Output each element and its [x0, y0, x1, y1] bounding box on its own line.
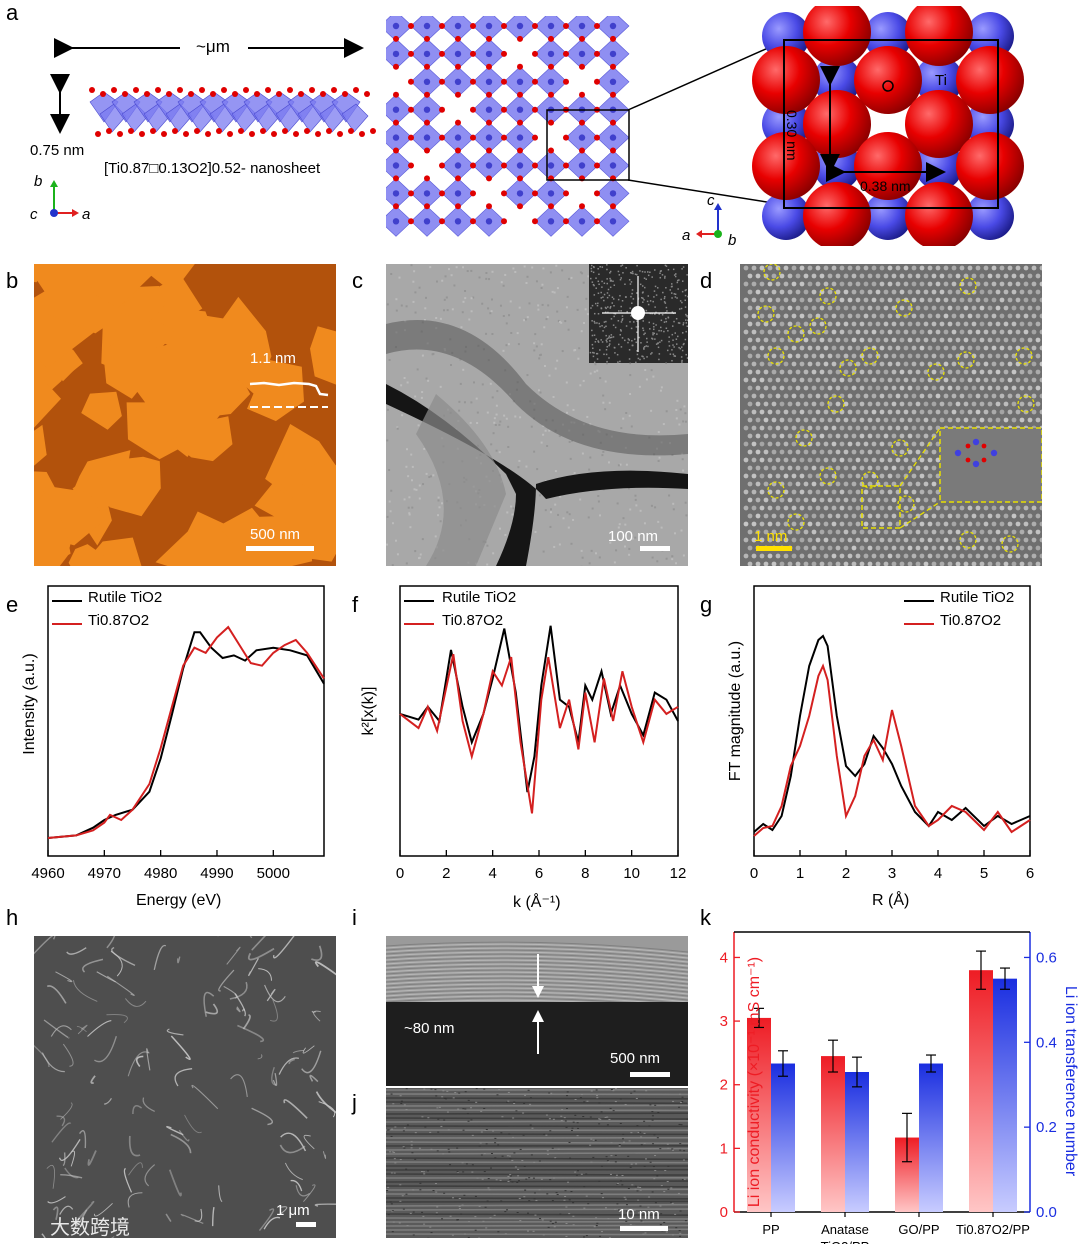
svg-text:1: 1 [796, 865, 804, 882]
svg-text:6: 6 [535, 865, 543, 882]
axis-c-label-right: c [707, 192, 715, 209]
svg-text:3: 3 [888, 865, 896, 882]
legend-e-ti087: Ti0.87O2 [88, 612, 150, 629]
space-filling-zoom [752, 6, 1024, 246]
svg-text:4: 4 [720, 949, 728, 966]
zoom-box [546, 109, 630, 181]
scale-bar-label-c: 100 nm [608, 528, 659, 545]
svg-text:4970: 4970 [88, 865, 121, 882]
axis-a-label-left: a [82, 206, 91, 223]
panel-label-d: d [700, 268, 713, 293]
panel-j-lattice-image: 10 nm [386, 1088, 688, 1238]
svg-text:4960: 4960 [31, 865, 64, 882]
svg-text:2: 2 [720, 1077, 728, 1094]
scale-bar-label-d: 1 nm [754, 528, 788, 545]
svg-text:0.6: 0.6 [1036, 949, 1057, 966]
panel-b-afm-image: 1.1 nm 500 nm [34, 264, 336, 566]
svg-text:5000: 5000 [257, 865, 290, 882]
legend-f-ti087: Ti0.87O2 [442, 612, 504, 629]
panel-c-tem-image: 100 nm [386, 264, 688, 566]
distance-vertical-label: 0.30 nm [784, 110, 800, 161]
svg-text:0.4: 0.4 [1036, 1034, 1057, 1051]
panel-label-k: k [700, 905, 711, 930]
svg-text:4: 4 [934, 865, 942, 882]
svg-text:12: 12 [670, 865, 687, 882]
svg-text:0.2: 0.2 [1036, 1119, 1057, 1136]
svg-text:4980: 4980 [144, 865, 177, 882]
svg-text:Anatase: Anatase [821, 1222, 869, 1237]
ylabel-g: FT magnitude (a.u.) [727, 640, 744, 782]
panel-label-a: a [6, 0, 19, 25]
ylabel-f: k²[x(k)] [360, 686, 377, 736]
panel-i-cross-section-image: ~80 nm 500 nm [386, 936, 688, 1086]
legend-g-rutile: Rutile TiO2 [940, 589, 1015, 606]
legend-g-ti087: Ti0.87O2 [940, 612, 1002, 629]
svg-text:0: 0 [720, 1204, 728, 1221]
svg-text:0: 0 [396, 865, 404, 882]
svg-text:Ti0.87O2/PP: Ti0.87O2/PP [956, 1222, 1030, 1237]
panel-h-sem-image: 1 μm [34, 936, 336, 1238]
svg-text:2: 2 [442, 865, 450, 882]
ylabel-e: Intensity (a.u.) [21, 653, 38, 755]
watermark: 大数跨境 [50, 1217, 130, 1239]
svg-text:0: 0 [750, 865, 758, 882]
svg-text:5: 5 [980, 865, 988, 882]
legend-f-rutile: Rutile TiO2 [442, 589, 517, 606]
length-label: ~μm [196, 37, 230, 56]
svg-text:GO/PP: GO/PP [898, 1222, 939, 1237]
ylabel-k-left: Li ion conductivity (×10⁻¹ mS cm⁻¹) [746, 956, 763, 1208]
svg-text:10: 10 [623, 865, 640, 882]
thickness-label: 0.75 nm [30, 142, 85, 159]
xas-charts: 4960 4970 4980 4990 5000 0 2 4 6 8 10 12 0 1 2 3 4 5 6 [31, 585, 1034, 882]
scale-bar-label-h: 1 μm [276, 1202, 310, 1219]
film-thickness-label: ~80 nm [404, 1020, 455, 1037]
scale-bar-label-i: 500 nm [610, 1050, 661, 1067]
axis-b-label-left: b [34, 173, 43, 190]
zoom-connectors [627, 39, 787, 206]
panel-label-b: b [6, 268, 19, 293]
panel-label-j: j [352, 1090, 357, 1115]
legend-e-rutile: Rutile TiO2 [88, 589, 163, 606]
xlabel-f: k (Å⁻¹) [513, 894, 561, 911]
panel-label-g: g [700, 592, 713, 617]
svg-text:1: 1 [720, 1140, 728, 1157]
panel-label-c: c [352, 268, 363, 293]
panel-label-i: i [352, 905, 357, 930]
panel-label-f: f [352, 592, 359, 617]
axis-tripod-right [696, 203, 722, 238]
formula-label: [Ti0.87□0.13O2]0.52- nanosheet [104, 160, 321, 177]
xlabel-g: R (Å) [872, 892, 910, 909]
distance-horizontal-label: 0.38 nm [860, 178, 911, 194]
svg-text:3: 3 [720, 1013, 728, 1030]
xlabel-e: Energy (eV) [136, 892, 222, 909]
svg-text:TiO2/PP: TiO2/PP [821, 1239, 870, 1244]
scale-bar-label-b: 500 nm [250, 526, 301, 543]
svg-text:4: 4 [488, 865, 496, 882]
panel-d-hrtem-image: 1 nm [740, 264, 1042, 566]
panel-k-bar-chart: 0 1 2 3 4 0.0 0.2 0.4 0.6 PP Anatase TiO2/PP GO/PP Ti… [720, 931, 1057, 1244]
axis-c-label-left: c [30, 206, 38, 223]
svg-text:2: 2 [842, 865, 850, 882]
svg-text:4990: 4990 [200, 865, 233, 882]
nanosheet-side-view [50, 36, 376, 217]
ti-label: Ti [935, 72, 947, 89]
panel-label-e: e [6, 592, 19, 617]
axis-b-label-right: b [728, 232, 737, 249]
panel-label-h: h [6, 905, 19, 930]
height-label: 1.1 nm [250, 350, 296, 367]
svg-text:6: 6 [1026, 865, 1034, 882]
scale-bar-label-j: 10 nm [618, 1206, 660, 1223]
axis-a-label-right: a [682, 227, 691, 244]
svg-text:8: 8 [581, 865, 589, 882]
lattice-top-view [386, 16, 630, 237]
svg-text:0.0: 0.0 [1036, 1204, 1057, 1221]
ylabel-k-right: Li ion transference number [1062, 985, 1079, 1177]
svg-text:PP: PP [762, 1222, 779, 1237]
